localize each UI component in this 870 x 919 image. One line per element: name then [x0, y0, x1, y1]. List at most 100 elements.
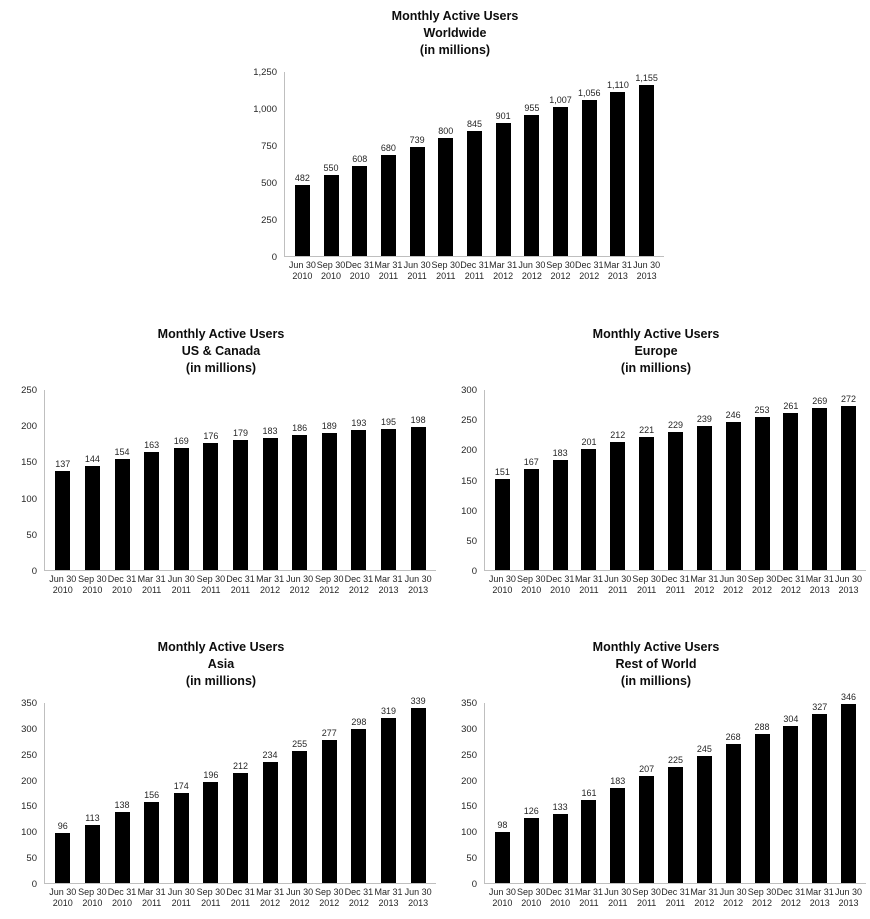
x-tick-year: 2013 [408, 585, 429, 595]
plot-area: 151 167 183 201 212 221 229 239 246 253 261 269 272 [484, 390, 866, 571]
x-tick-year: 2010 [521, 585, 542, 595]
x-tick-year: 2010 [550, 898, 571, 908]
chart-title-line: (in millions) [620, 674, 692, 688]
x-tick-date: Jun 30 [604, 574, 632, 584]
bar-value-label: 183 [552, 447, 568, 458]
bar-value-label: 207 [639, 764, 655, 774]
bar-value-label: 339 [410, 695, 426, 706]
bar-group: 96 [48, 703, 78, 883]
bar-value-label: 845 [466, 118, 482, 129]
x-tick-label: Sep 30 2010 [517, 887, 546, 909]
x-tick-label: Dec 31 2011 [226, 887, 256, 909]
plot-area: 96 113 138 156 174 196 212 234 255 277 298 319 339 [44, 696, 436, 884]
y-tick-label: 0 [471, 879, 477, 890]
bar-group: 268 [719, 703, 748, 883]
bar-group: 245 [690, 703, 719, 883]
x-tick-label: Sep 30 2010 [78, 574, 108, 596]
bar [381, 718, 396, 883]
bar-value-label: 126 [523, 805, 539, 816]
chart-title-line: Asia [207, 657, 235, 671]
bar-value-label: 183 [262, 425, 278, 436]
x-tick-label: Dec 31 2012 [344, 887, 374, 909]
x-tick-date: Jun 30 [404, 887, 432, 897]
x-tick-label: Mar 31 2012 [489, 260, 518, 282]
x-tick-date: Jun 30 [167, 887, 195, 897]
bar [610, 442, 626, 570]
bar-value-label: 298 [351, 716, 367, 727]
x-tick-year: 2010 [82, 585, 103, 595]
chart-title-line: Europe [634, 344, 678, 358]
bar-group: 234 [255, 703, 285, 883]
x-tick-label: Mar 31 2011 [575, 887, 604, 909]
bar-value-label: 161 [581, 787, 597, 798]
x-tick-date: Dec 31 [661, 887, 690, 897]
chart-us-canada: Monthly Active Users US & Canada (in mil… [6, 326, 436, 596]
bar-group: 113 [78, 703, 108, 883]
x-tick-date: Sep 30 [315, 574, 344, 584]
bar-group: 183 [546, 390, 575, 570]
bar [84, 824, 100, 883]
x-tick-year: 2010 [52, 585, 73, 595]
x-tick-date: Jun 30 [518, 260, 546, 270]
x-tick-year: 2012 [723, 898, 744, 908]
bar-value-label: 246 [725, 409, 741, 420]
bar [841, 405, 857, 570]
bar-value-label: 304 [783, 713, 799, 724]
bar [783, 412, 799, 570]
bar [494, 832, 510, 883]
bar-value-label: 183 [610, 776, 626, 787]
x-tick-label: Sep 30 2012 [314, 887, 344, 909]
bar-value-label: 272 [841, 393, 857, 404]
x-tick-date: Dec 31 [226, 574, 255, 584]
bar [381, 428, 396, 570]
bar [552, 814, 568, 883]
bar-group: 901 [489, 72, 518, 256]
x-tick-date: Jun 30 [286, 887, 314, 897]
x-tick-label: Dec 31 2011 [661, 887, 690, 909]
x-tick-label: Jun 30 2013 [403, 887, 433, 909]
x-tick-date: Dec 31 [107, 574, 137, 584]
x-tick-year: 2011 [171, 898, 191, 908]
x-tick-date: Sep 30 [196, 887, 226, 897]
bar [524, 114, 540, 256]
y-tick-label: 1,000 [253, 104, 277, 115]
x-tick-year: 2013 [838, 898, 859, 908]
y-axis: 250 200 150 100 50 0 [6, 385, 44, 577]
bar [667, 766, 683, 883]
x-tick-label: Mar 31 2013 [374, 574, 404, 596]
x-tick-date: Jun 30 [167, 574, 195, 584]
bar [783, 725, 799, 883]
y-tick-label: 200 [461, 445, 477, 457]
x-tick-year: 2011 [636, 585, 657, 595]
x-tick-label: Jun 30 2011 [403, 260, 432, 282]
bar-group: 319 [374, 703, 404, 883]
x-tick-label: Dec 31 2010 [546, 574, 575, 596]
bar-group: 212 [603, 390, 632, 570]
x-tick-date: Dec 31 [107, 887, 137, 897]
bar-value-label: 482 [294, 172, 310, 183]
x-tick-year: 2011 [407, 271, 427, 281]
x-tick-year: 2011 [665, 585, 686, 595]
x-tick-label: Mar 31 2011 [137, 574, 167, 596]
bar-group: 550 [317, 72, 346, 256]
bar-value-label: 225 [667, 754, 683, 765]
bar-group: 186 [285, 390, 315, 570]
bar [380, 155, 396, 256]
x-tick-date: Dec 31 [226, 887, 255, 897]
x-tick-label: Sep 30 2010 [317, 260, 346, 282]
x-tick-year: 2012 [289, 585, 310, 595]
bar [610, 91, 626, 256]
x-tick-date: Jun 30 [835, 574, 863, 584]
y-tick-label: 200 [21, 775, 37, 787]
bar-value-label: 955 [524, 102, 540, 113]
x-tick-date: Sep 30 [431, 260, 461, 270]
x-tick-label: Jun 30 2010 [48, 574, 78, 596]
bar-value-label: 221 [639, 424, 655, 435]
bar-value-label: 550 [323, 162, 339, 173]
chart-title-line: (in millions) [419, 43, 491, 57]
bar-value-label: 901 [495, 110, 511, 121]
x-tick-date: Sep 30 [78, 887, 107, 897]
bar-group: 1,056 [575, 72, 604, 256]
x-tick-date: Jun 30 [835, 887, 863, 897]
x-tick-label: Mar 31 2013 [604, 260, 633, 282]
